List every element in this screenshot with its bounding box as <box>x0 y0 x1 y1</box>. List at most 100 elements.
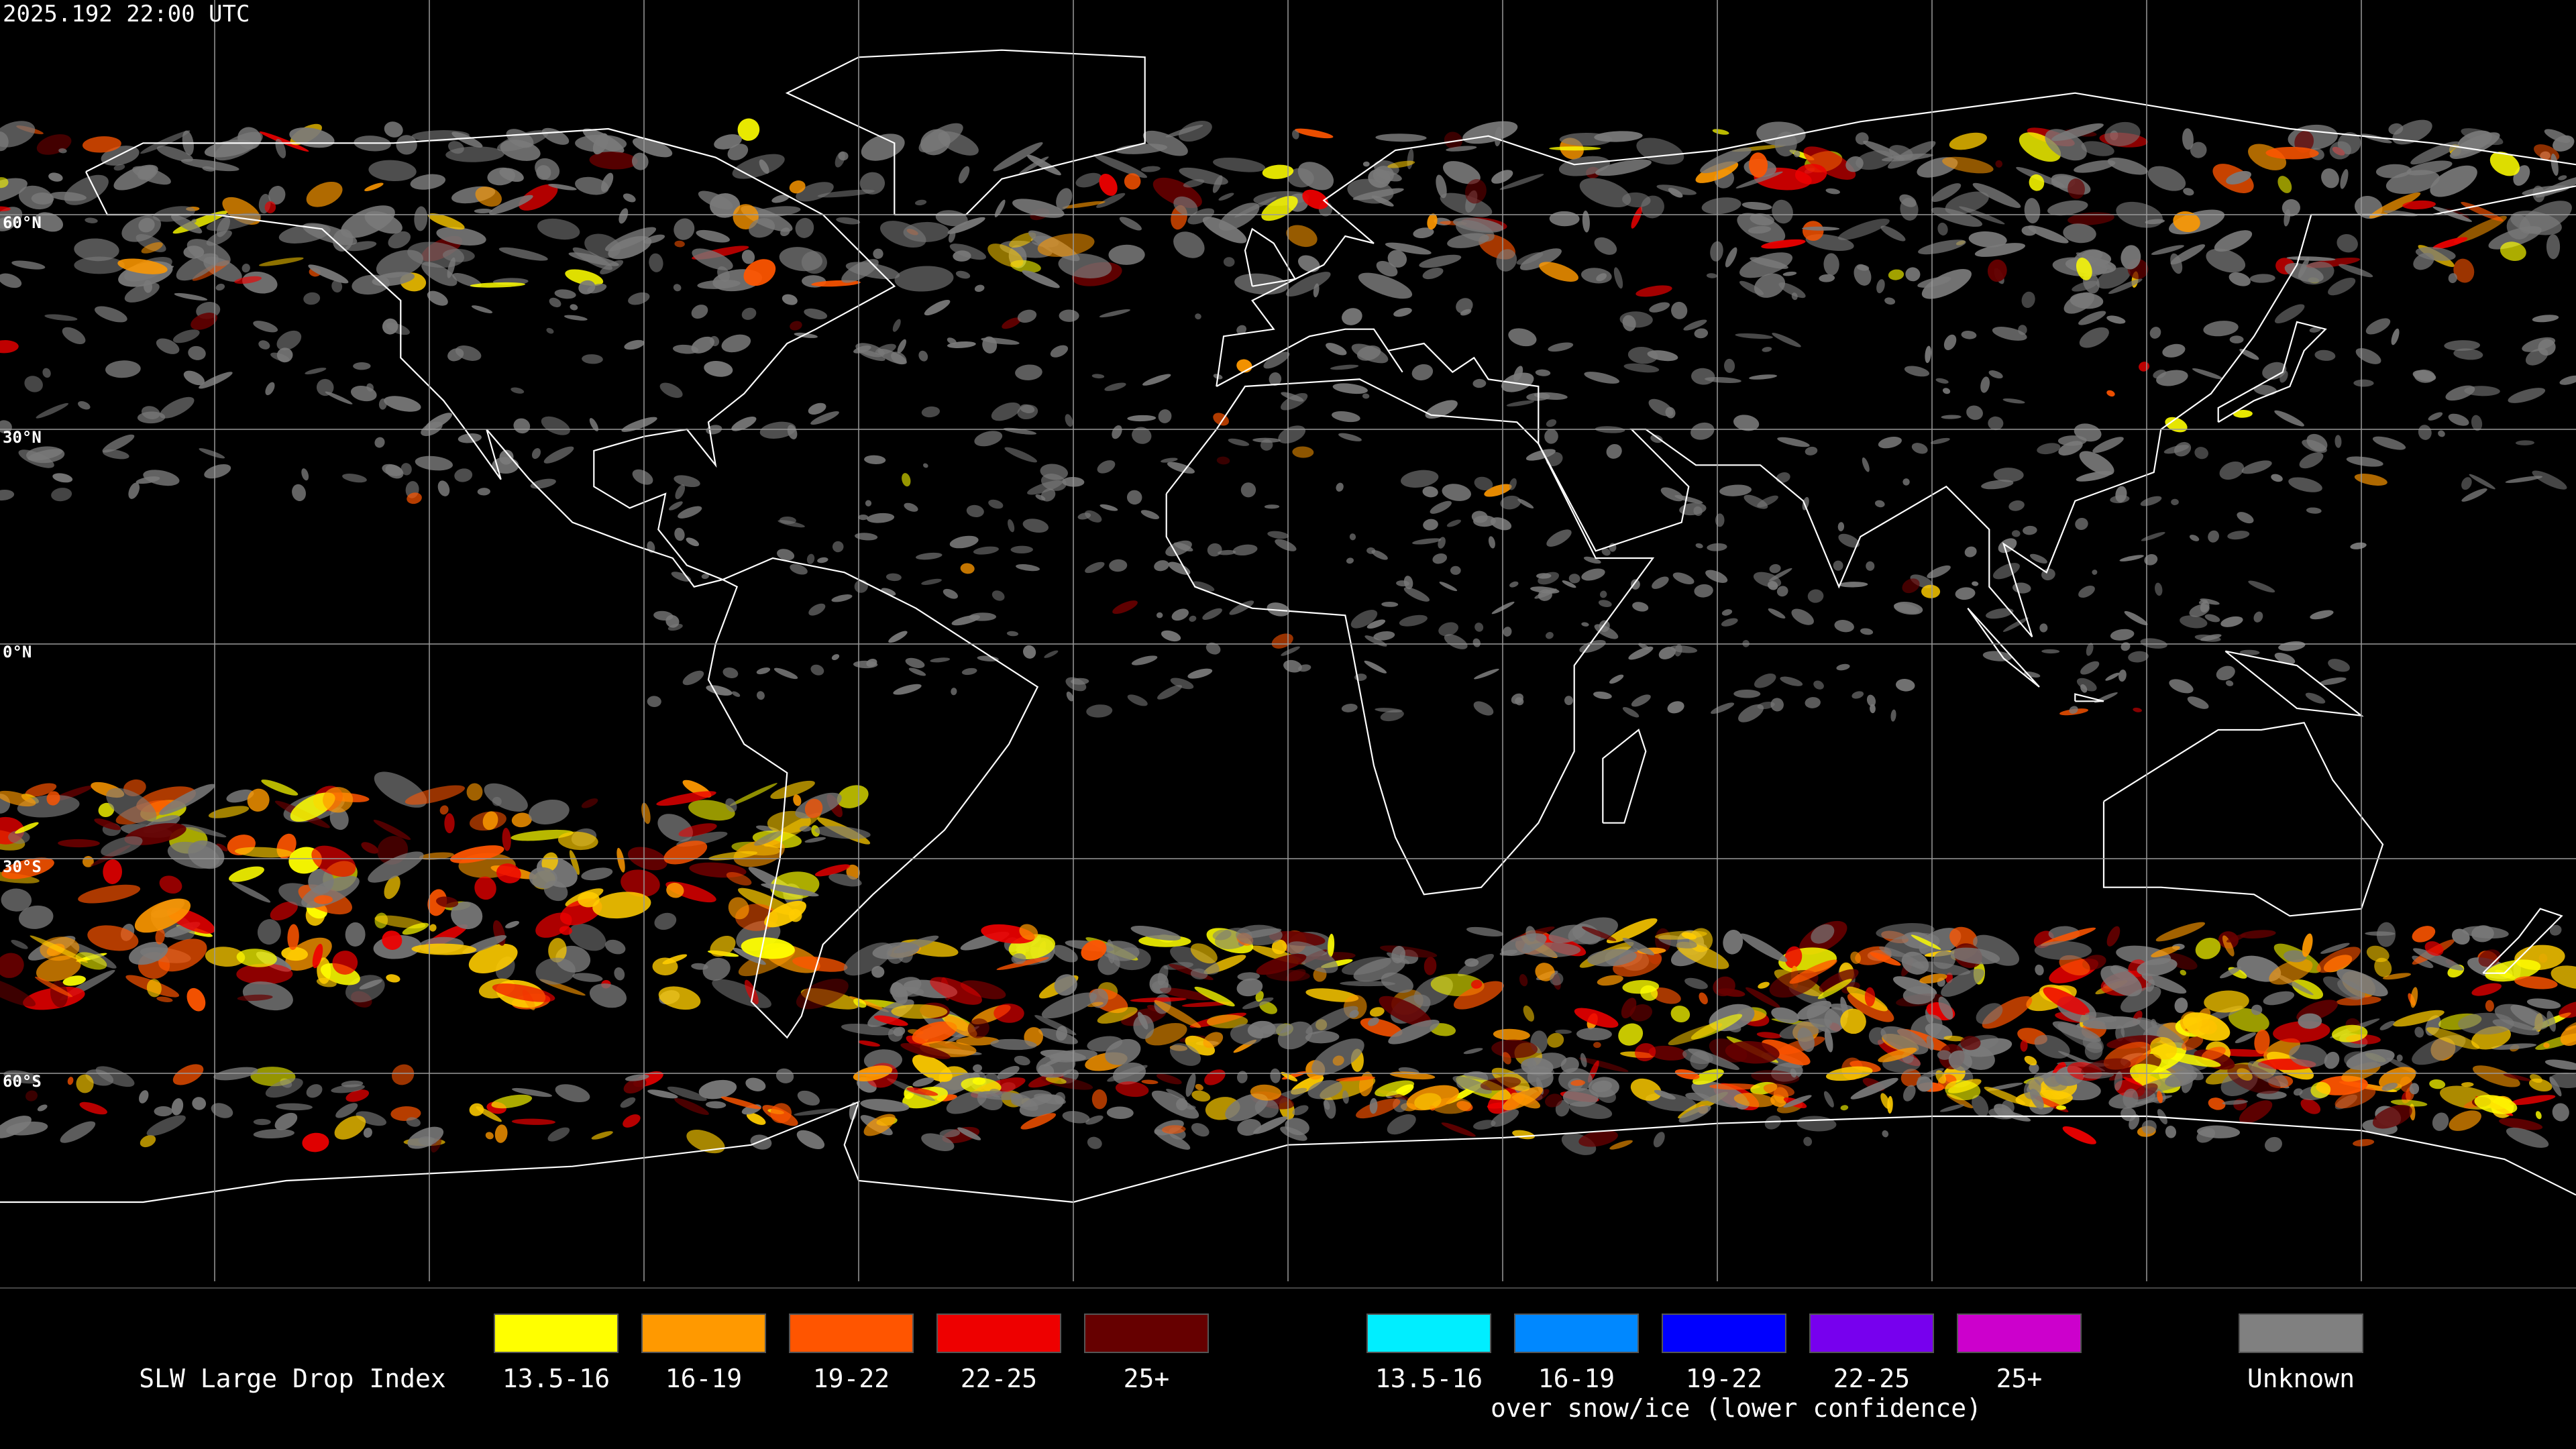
cloud-patch <box>873 248 883 259</box>
cloud-patch <box>835 151 845 168</box>
cloud-patch <box>1027 480 1063 495</box>
cloud-patch <box>2396 1054 2403 1062</box>
cloud-patch <box>2034 1034 2070 1059</box>
cloud-patch <box>1194 986 1235 1007</box>
cloud-patch <box>345 922 366 947</box>
cloud-patch <box>268 186 286 205</box>
cloud-patch <box>587 283 607 294</box>
cloud-patch <box>2461 128 2504 146</box>
cloud-patch <box>2115 486 2127 503</box>
cloud-patch <box>1436 174 1447 199</box>
cloud-patch <box>770 1103 792 1124</box>
cloud-patch <box>900 1042 951 1059</box>
cloud-patch <box>368 851 424 883</box>
cloud-patch <box>710 193 741 218</box>
cloud-patch <box>1723 929 1743 955</box>
cloud-patch <box>1764 1115 1781 1130</box>
cloud-patch <box>1126 490 1142 505</box>
cloud-patch <box>247 788 270 812</box>
cloud-patch <box>2069 706 2078 714</box>
cloud-patch <box>817 557 828 564</box>
cloud-patch <box>1878 1047 1917 1063</box>
cloud-patch <box>1267 531 1289 539</box>
cloud-patch <box>722 667 739 679</box>
cloud-patch <box>1992 563 2021 580</box>
cloud-patch <box>1413 227 1434 239</box>
cloud-patch <box>804 798 823 818</box>
cloud-patch <box>1422 268 1444 280</box>
cloud-patch <box>2277 176 2292 193</box>
cloud-patch <box>2024 198 2041 223</box>
cloud-patch <box>702 957 731 981</box>
cloud-patch <box>582 354 603 364</box>
cloud-patch <box>808 402 826 415</box>
cloud-patch <box>849 1102 857 1121</box>
cloud-patch <box>2027 225 2069 244</box>
cloud-patch <box>2410 141 2460 165</box>
cloud-patch <box>1152 981 1172 994</box>
cloud-patch <box>2011 530 2021 537</box>
cloud-patch <box>1203 1032 1224 1049</box>
cloud-patch <box>1269 372 1282 386</box>
cloud-patch <box>1910 574 1933 588</box>
cloud-patch <box>2063 292 2094 314</box>
cloud-patch <box>1535 369 1551 376</box>
cloud-patch <box>2220 616 2243 627</box>
cloud-patch <box>831 594 853 602</box>
cloud-patch <box>62 327 86 345</box>
cloud-patch <box>1634 1042 1656 1062</box>
cloud-patch <box>1517 498 1534 508</box>
cloud-patch <box>2239 348 2259 360</box>
cloud-patch <box>1580 268 1612 284</box>
cloud-patch <box>429 924 437 932</box>
cloud-patch <box>253 1118 271 1126</box>
cloud-patch <box>1595 1086 1617 1104</box>
cloud-patch <box>421 262 458 286</box>
cloud-patch <box>993 142 1043 172</box>
cloud-patch <box>2029 1088 2044 1110</box>
cloud-patch <box>2165 417 2188 433</box>
cloud-patch <box>2485 959 2541 982</box>
cloud-patch <box>276 330 302 351</box>
cloud-patch <box>1472 378 1487 388</box>
cloud-patch <box>1574 1008 1619 1028</box>
cloud-patch <box>1597 975 1623 986</box>
cloud-patch <box>2084 1012 2117 1022</box>
cloud-patch <box>1336 1076 1376 1081</box>
cloud-patch <box>186 239 231 266</box>
cloud-patch <box>1640 985 1658 1001</box>
cloud-patch <box>1295 128 1334 139</box>
cloud-patch <box>1375 170 1402 182</box>
cloud-patch <box>2354 474 2387 486</box>
cloud-patch <box>489 195 533 215</box>
cloud-patch <box>1158 409 1172 423</box>
cloud-patch <box>1758 981 1770 989</box>
cloud-patch <box>1667 701 1684 714</box>
cloud-patch <box>2271 474 2283 482</box>
cloud-patch <box>741 250 755 264</box>
cloud-patch <box>1683 319 1707 331</box>
cloud-patch <box>1721 609 1733 616</box>
cloud-patch <box>2528 1078 2553 1092</box>
cloud-patch <box>958 166 970 184</box>
cloud-patch <box>2107 158 2148 175</box>
cloud-patch <box>261 780 299 796</box>
cloud-patch <box>548 184 577 191</box>
cloud-patch <box>2249 274 2275 283</box>
cloud-patch <box>511 1118 555 1125</box>
cloud-patch <box>2262 362 2287 380</box>
cloud-patch <box>2021 291 2035 309</box>
cloud-patch <box>216 843 228 852</box>
cloud-patch <box>572 973 603 982</box>
cloud-patch <box>1654 1089 1676 1100</box>
cloud-patch <box>82 136 121 153</box>
cloud-patch <box>2334 435 2342 448</box>
cloud-patch <box>647 1089 678 1099</box>
cloud-patch <box>1630 1078 1662 1102</box>
cloud-patch <box>2298 261 2334 285</box>
cloud-patch <box>1375 133 1427 142</box>
cloud-patch <box>1882 1130 1889 1138</box>
cloud-patch <box>1709 1083 1760 1090</box>
cloud-patch <box>2274 410 2304 427</box>
cloud-patch <box>541 416 570 435</box>
